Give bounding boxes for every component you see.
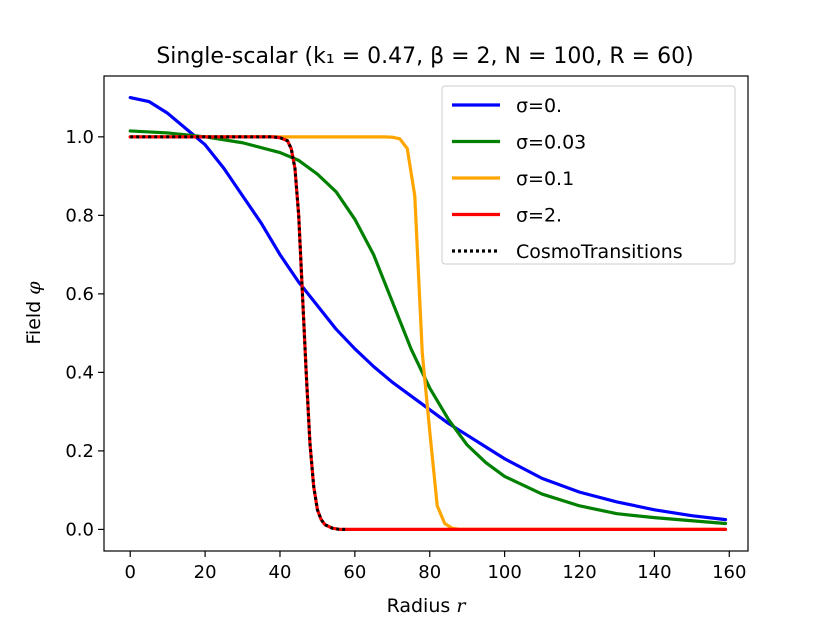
x-tick-label: 80 (418, 562, 441, 583)
x-axis-label-symbol: r (456, 595, 467, 617)
legend-label-5: CosmoTransitions (516, 241, 683, 263)
legend-label-1: σ=0. (516, 95, 562, 117)
x-tick-label: 160 (712, 562, 746, 583)
ticks-layer: 0 20 40 60 80 100 120 140 160 0.0 0.2 0.4 0.6 0.8 1.0 (65, 127, 746, 583)
x-tick-label: 0 (124, 562, 135, 583)
series-layer (128, 95, 728, 532)
y-tick-label: 0.8 (65, 205, 94, 226)
y-tick-label: 0.6 (65, 284, 94, 305)
series-line-1 (128, 95, 728, 522)
y-axis-label-symbol: φ (23, 281, 45, 295)
x-axis-label-text: Radius (387, 595, 451, 617)
y-axis-label-text: Field (23, 301, 45, 345)
legend-label-3: σ=0.1 (516, 168, 574, 190)
y-tick-label: 1.0 (65, 127, 94, 148)
y-tick-label: 0.0 (65, 519, 94, 540)
legend-label-2: σ=0.03 (516, 132, 586, 154)
y-tick-label: 0.4 (65, 362, 94, 383)
x-axis-label: Radius r (387, 595, 468, 617)
legend-label-4: σ=2. (516, 205, 562, 227)
x-tick-label: 40 (269, 562, 292, 583)
x-tick-label: 60 (343, 562, 366, 583)
x-tick-label: 120 (562, 562, 596, 583)
y-axis-label: Field φ (23, 281, 45, 345)
y-tick-label: 0.2 (65, 441, 94, 462)
x-tick-label: 20 (194, 562, 217, 583)
plot-frame (103, 75, 749, 552)
legend-box (441, 85, 736, 265)
series-line-5 (130, 135, 348, 531)
legend: σ=0. σ=0.03 σ=0.1 σ=2. CosmoTransitions (441, 85, 736, 265)
x-tick-label: 140 (637, 562, 671, 583)
chart-title: Single-scalar (k₁ = 0.47, β = 2, N = 100… (156, 44, 693, 69)
x-tick-label: 100 (487, 562, 521, 583)
series-line-2 (128, 129, 728, 526)
